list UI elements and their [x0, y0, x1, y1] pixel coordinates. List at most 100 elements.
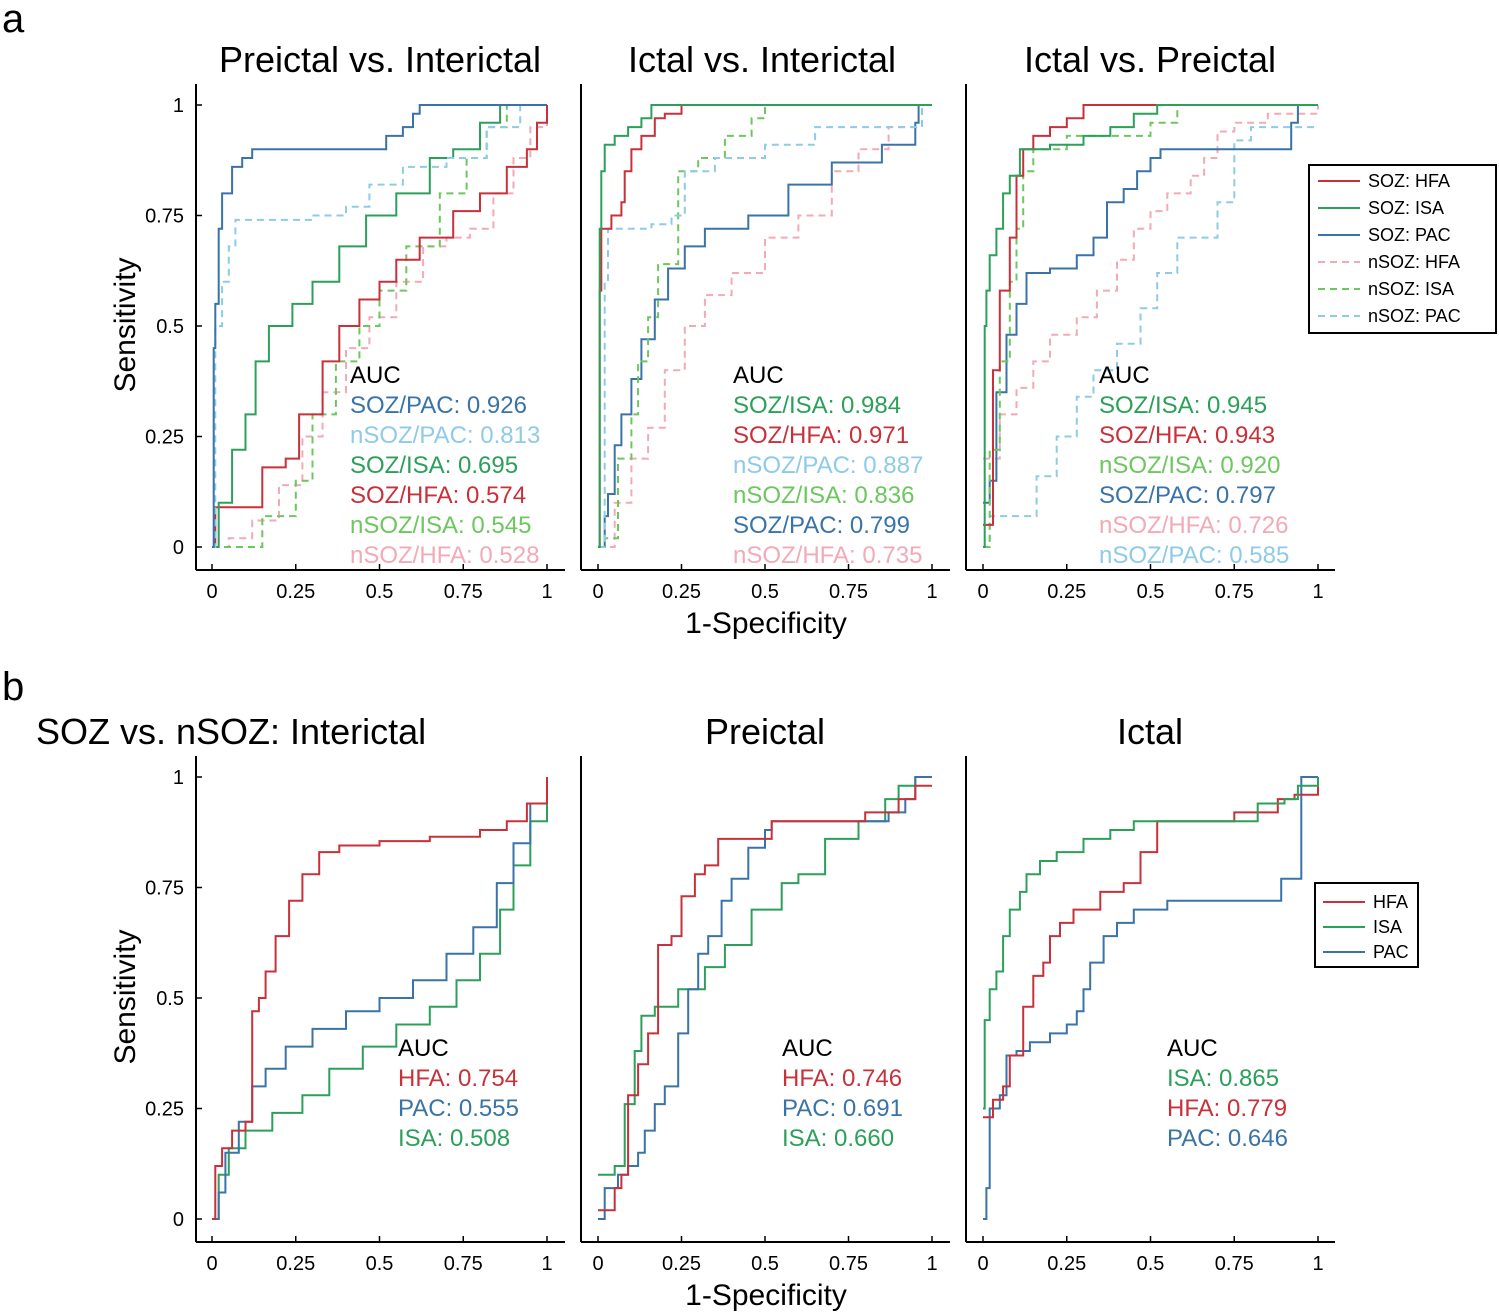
- chart-title: Ictal vs. Preictal: [1024, 39, 1276, 80]
- auc-label: nSOZ/HFA: 0.726: [1099, 512, 1288, 539]
- auc-label: nSOZ/PAC: 0.585: [1099, 542, 1289, 569]
- legend-b: HFA ISA PAC: [1314, 882, 1419, 968]
- auc-label: SOZ/HFA: 0.943: [1099, 422, 1275, 449]
- series-line-soz-isa: [212, 104, 547, 548]
- chart-panel-4: SOZ vs. nSOZ: Interictal 0 0.25 0.5 0.75 1 0 0.…: [36, 711, 565, 1275]
- x-tick-label: 0.25: [662, 1253, 701, 1275]
- auc-label: ISA: 0.865: [1167, 1065, 1279, 1092]
- y-tick-label: 0.5: [156, 988, 184, 1010]
- series-line-pac: [598, 776, 932, 1220]
- auc-label: HFA: 0.746: [782, 1065, 902, 1092]
- auc-header: AUC: [350, 362, 401, 389]
- y-tick-label: 0: [173, 537, 184, 559]
- auc-label: SOZ/ISA: 0.984: [733, 392, 901, 419]
- x-tick-label: 0.75: [444, 1253, 483, 1275]
- auc-label: nSOZ/ISA: 0.545: [350, 512, 531, 539]
- legend-label: SOZ: HFA: [1368, 171, 1450, 191]
- y-tick-label: 0.5: [156, 316, 184, 338]
- auc-label: HFA: 0.779: [1167, 1095, 1287, 1122]
- series-line-soz-hfa: [598, 104, 932, 548]
- x-tick-label: 1: [541, 1253, 552, 1275]
- series-line-isa: [212, 777, 548, 1220]
- legend-a-box: [1308, 164, 1497, 334]
- auc-label: nSOZ/PAC: 0.887: [733, 452, 923, 479]
- legend-label: nSOZ: ISA: [1368, 279, 1454, 299]
- x-tick-label: 0.25: [276, 1253, 315, 1275]
- auc-label: nSOZ/HFA: 0.528: [350, 542, 539, 569]
- series-line-soz-isa: [598, 104, 932, 548]
- x-tick-label: 0: [206, 1253, 217, 1275]
- series-line-isa: [983, 777, 1319, 1110]
- series-line-soz-isa: [983, 104, 1318, 548]
- series-line-soz-pac: [212, 104, 547, 548]
- chart-panel-1: Preictal vs. Interictal 0 0.25 0.5 0.75 1 0 0.2…: [145, 39, 565, 603]
- x-tick-label: 1: [926, 581, 937, 603]
- auc-label: PAC: 0.691: [782, 1095, 903, 1122]
- legend-label: nSOZ: PAC: [1368, 306, 1461, 326]
- auc-label: nSOZ/ISA: 0.836: [733, 482, 914, 509]
- x-tick-label: 0.5: [1137, 1253, 1165, 1275]
- x-tick-label: 0: [977, 581, 988, 603]
- x-tick-label: 0.5: [366, 581, 394, 603]
- x-tick-label: 1: [926, 1253, 937, 1275]
- auc-label: SOZ/HFA: 0.971: [733, 422, 909, 449]
- x-tick-label: 0.75: [1215, 1253, 1254, 1275]
- x-tick-label: 0.75: [829, 581, 868, 603]
- auc-label: ISA: 0.660: [782, 1125, 894, 1152]
- series-line-hfa: [983, 777, 1319, 1119]
- series-line-nsoz-pac: [598, 104, 932, 548]
- series-line-nsoz-hfa: [598, 104, 932, 548]
- auc-label: ISA: 0.508: [398, 1125, 510, 1152]
- chart-title: Ictal vs. Interictal: [628, 39, 896, 80]
- auc-label: PAC: 0.555: [398, 1095, 519, 1122]
- x-tick-label: 0: [977, 1253, 988, 1275]
- x-tick-label: 1: [1312, 581, 1323, 603]
- series-line-soz-hfa: [212, 105, 548, 548]
- series-line-soz-hfa: [983, 104, 1318, 526]
- x-tick-label: 0.75: [1215, 581, 1254, 603]
- x-axis-label-a: 1-Specificity: [685, 607, 847, 640]
- x-tick-label: 0.25: [662, 581, 701, 603]
- x-tick-label: 0.25: [1047, 1253, 1086, 1275]
- series-line-soz-pac: [983, 104, 1318, 504]
- series-line-nsoz-hfa: [212, 105, 548, 548]
- x-tick-label: 0.5: [751, 1253, 779, 1275]
- x-tick-label: 0: [592, 1253, 603, 1275]
- x-tick-label: 0.25: [1047, 581, 1086, 603]
- y-tick-label: 1: [173, 95, 184, 117]
- panel-label-b: b: [2, 665, 24, 709]
- auc-label: nSOZ/PAC: 0.813: [350, 422, 540, 449]
- x-tick-label: 0.5: [751, 581, 779, 603]
- auc-label: PAC: 0.646: [1167, 1125, 1288, 1152]
- chart-panel-6: Ictal 0 0.25 0.5 0.75 1 AUC ISA: 0.865 HFA: 0.77…: [965, 711, 1335, 1275]
- auc-label: SOZ/ISA: 0.945: [1099, 392, 1267, 419]
- series-line-pac: [983, 776, 1318, 1220]
- auc-header: AUC: [782, 1035, 833, 1062]
- chart-panel-3: Ictal vs. Preictal 0 0.25 0.5 0.75 1 AUC SOZ/IS…: [965, 39, 1335, 603]
- series-line-nsoz-pac: [212, 104, 547, 548]
- auc-header: AUC: [398, 1035, 449, 1062]
- y-tick-label: 0.25: [145, 1099, 184, 1121]
- series-line-nsoz-pac: [983, 126, 1318, 548]
- x-tick-label: 0: [592, 581, 603, 603]
- auc-header: AUC: [733, 362, 784, 389]
- y-tick-label: 0.25: [145, 427, 184, 449]
- x-tick-label: 0: [206, 581, 217, 603]
- legend-label: nSOZ: HFA: [1368, 252, 1460, 272]
- chart-title: Preictal vs. Interictal: [219, 39, 541, 80]
- y-tick-label: 0: [173, 1209, 184, 1231]
- series-line-isa: [598, 776, 932, 1176]
- chart-title: Preictal: [705, 711, 825, 752]
- x-axis-label-b: 1-Specificity: [685, 1279, 847, 1312]
- auc-header: AUC: [1167, 1035, 1218, 1062]
- x-tick-label: 1: [1312, 1253, 1323, 1275]
- y-axis-label-a: Sensitivity: [109, 257, 142, 392]
- x-tick-label: 0.75: [829, 1253, 868, 1275]
- panel-label-a: a: [2, 0, 25, 41]
- series-line-nsoz-isa: [598, 104, 932, 548]
- auc-label: SOZ/PAC: 0.797: [1099, 482, 1276, 509]
- legend-label: SOZ: ISA: [1368, 198, 1444, 218]
- chart-title: Ictal: [1117, 711, 1183, 752]
- auc-label: SOZ/HFA: 0.574: [350, 482, 526, 509]
